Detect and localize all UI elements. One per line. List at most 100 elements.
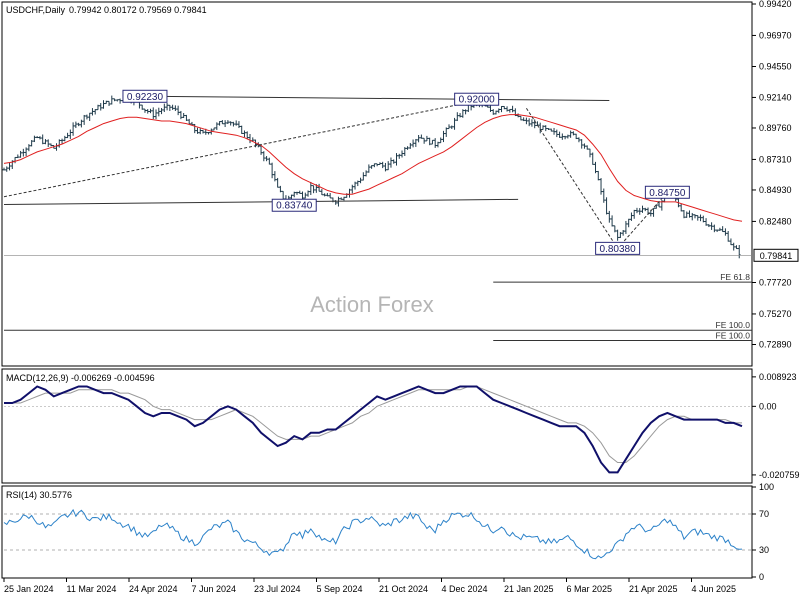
price-bar [323, 193, 327, 197]
macd-tick-label: -0.020759 [759, 470, 800, 480]
price-bar [5, 166, 9, 172]
price-tick-label: 0.92140 [759, 92, 792, 102]
price-bar [146, 109, 150, 114]
price-annotation: 0.80380 [595, 241, 641, 255]
price-tick-label: 0.89760 [759, 123, 792, 133]
price-bar [704, 218, 708, 226]
price-bar [464, 109, 468, 115]
price-bar [527, 118, 531, 127]
price-bar [419, 134, 423, 139]
price-bar [430, 139, 434, 145]
price-bar [220, 120, 224, 125]
price-bar [588, 148, 592, 158]
price-bar [386, 161, 390, 171]
price-bar [218, 121, 222, 126]
price-bar [118, 98, 122, 104]
date-tick-label: 6 Mar 2025 [567, 584, 613, 594]
price-tick-label: 0.84930 [759, 185, 792, 195]
price-bar [273, 171, 277, 182]
price-bar [408, 142, 412, 149]
price-tick-label: 0.94550 [759, 62, 792, 72]
price-bar [566, 134, 570, 139]
price-bar [342, 196, 346, 201]
price-bar [511, 105, 515, 113]
price-bar [718, 227, 722, 231]
price-bar [151, 107, 155, 120]
price-bar [652, 207, 656, 217]
date-tick-label: 4 Dec 2024 [442, 584, 488, 594]
price-bar [207, 131, 211, 135]
date-tick-label: 5 Sep 2024 [317, 584, 363, 594]
price-bar [359, 177, 363, 184]
price-bar [685, 211, 689, 218]
price-bar [732, 242, 736, 251]
symbol-header: USDCHF,Daily 0.79942 0.80172 0.79569 0.79… [6, 5, 207, 15]
svg-text:0.79841: 0.79841 [760, 251, 793, 261]
date-tick-label: 24 Apr 2024 [129, 584, 178, 594]
svg-text:0.80380: 0.80380 [600, 244, 637, 255]
date-tick-label: 21 Oct 2024 [379, 584, 428, 594]
price-bar [88, 112, 92, 121]
price-bar [428, 137, 432, 146]
price-annotation: 0.83740 [271, 198, 317, 212]
price-bar [157, 107, 161, 117]
svg-text:0.84750: 0.84750 [649, 188, 686, 199]
price-bar [190, 121, 194, 126]
rsi-line [3, 508, 743, 560]
price-tick-label: 0.82480 [759, 216, 792, 226]
price-annotation: 0.92230 [122, 89, 168, 103]
price-bar [339, 197, 343, 200]
price-bar [306, 190, 310, 197]
date-tick-label: 4 Jun 2025 [692, 584, 737, 594]
price-bar [494, 110, 498, 115]
trendline [617, 191, 668, 249]
rsi-panel [1, 485, 753, 579]
date-tick-label: 11 Mar 2024 [67, 584, 117, 594]
price-bar [276, 177, 280, 188]
price-bar [701, 215, 705, 223]
price-bar [707, 224, 711, 228]
price-bar [43, 139, 47, 145]
price-bar [574, 133, 578, 140]
price-bar [245, 131, 249, 139]
price-bar [699, 214, 703, 222]
price-bar [195, 127, 199, 134]
price-bar [607, 210, 611, 223]
price-bar [21, 148, 25, 157]
price-bar [696, 215, 700, 221]
price-bar [309, 181, 313, 195]
price-bar [292, 191, 296, 198]
price-bar [270, 162, 274, 179]
date-tick-label: 7 Jun 2024 [192, 584, 237, 594]
price-bar [737, 245, 741, 259]
price-bar [57, 139, 61, 148]
price-bar [38, 136, 42, 140]
price-bar [372, 163, 376, 168]
price-annotation: 0.92000 [454, 92, 500, 106]
price-bar [320, 188, 324, 196]
price-bar [265, 156, 269, 162]
price-bar [41, 134, 45, 145]
price-bar [367, 164, 371, 173]
price-bar [231, 121, 235, 127]
price-bar [491, 109, 495, 115]
price-bar [162, 103, 166, 113]
axis-layer: 0.79841 0.99420 0.96970 0.94550 0.92140 0.897… [3, 0, 800, 594]
price-bar [328, 193, 332, 199]
price-bar [223, 120, 227, 128]
price-bar [500, 105, 504, 113]
macd-tick-label: 0.008923 [759, 372, 797, 382]
price-bar [378, 162, 382, 166]
price-bar [312, 185, 316, 194]
price-bar [613, 225, 617, 233]
price-bar [165, 102, 169, 111]
price-tick-label: 0.72890 [759, 339, 792, 349]
price-bar [24, 147, 28, 157]
price-bar [400, 150, 404, 158]
price-bar [356, 180, 360, 187]
price-bar [558, 131, 562, 138]
watermark: Action Forex [310, 292, 434, 317]
price-bar [726, 230, 730, 242]
price-bar [734, 245, 738, 250]
price-bar [193, 123, 197, 134]
